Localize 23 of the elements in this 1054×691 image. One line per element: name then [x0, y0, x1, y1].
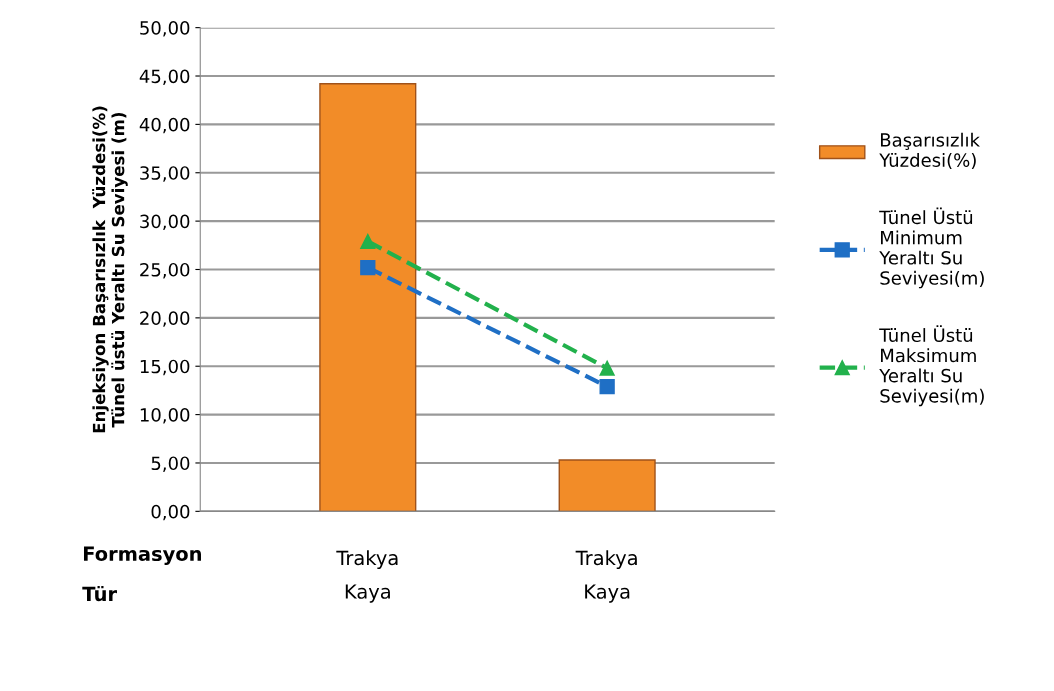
y-tick-label: 15,00 [140, 359, 190, 376]
legend-label: Tünel Üstü Maksimum Yeraltı Su Seviyesi(m) [879, 325, 984, 407]
y-tick-label: 35,00 [140, 166, 190, 182]
x-tick-label: Trakya Kaya [336, 550, 398, 603]
x-tick-label: Trakya Kaya [575, 550, 637, 603]
point [599, 360, 615, 376]
y-tick-label: 45,00 [139, 69, 190, 85]
y-tick-label: 20,00 [140, 311, 190, 327]
legend-label: Tünel Üstü Minimum Yeraltı Su Seviyesi(m) [879, 207, 984, 289]
y-tick-label: 5,00 [151, 456, 190, 472]
y-axis-title: Enjeksiyon Başarısızlık Yüzdesi(%) Tünel üstü Yeraltı Su Seviyesi (m) [92, 106, 128, 433]
y-tick-label: 50,00 [140, 21, 190, 37]
text: Tür [82, 585, 118, 602]
y-tick-label: 10,00 [140, 408, 190, 424]
point [360, 259, 376, 276]
y-tick-label: 25,00 [140, 262, 190, 279]
y-tick-label: 30,00 [140, 214, 190, 231]
text: Formasyon [84, 546, 201, 565]
legend-label: Başarısızlık Yüzdesi(%) [879, 132, 980, 170]
point [599, 378, 615, 395]
y-tick-label: 40,00 [139, 117, 190, 134]
y-tick-label: 0,00 [151, 504, 190, 521]
point [360, 233, 376, 250]
